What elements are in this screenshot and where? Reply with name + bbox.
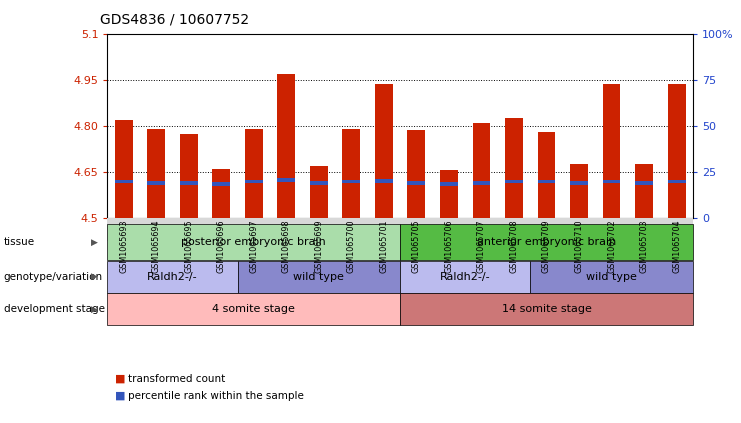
Bar [375, 85, 393, 218]
Text: GSM1065701: GSM1065701 [379, 219, 388, 272]
Text: 4 somite stage: 4 somite stage [213, 304, 295, 314]
Text: 14 somite stage: 14 somite stage [502, 304, 591, 314]
Text: GSM1065697: GSM1065697 [249, 219, 259, 273]
Bar [408, 181, 425, 185]
Text: wild type: wild type [293, 272, 345, 282]
Bar [440, 182, 458, 186]
Text: tissue: tissue [4, 237, 35, 247]
Bar [213, 169, 230, 218]
Bar [115, 120, 133, 218]
Text: GSM1065698: GSM1065698 [282, 219, 290, 272]
Text: ▶: ▶ [90, 305, 98, 313]
Bar [635, 164, 653, 218]
Bar [537, 180, 556, 184]
Bar [668, 85, 685, 218]
Text: Raldh2-/-: Raldh2-/- [440, 272, 491, 282]
Bar [505, 180, 523, 184]
Text: GSM1065694: GSM1065694 [152, 219, 161, 272]
Bar [147, 129, 165, 218]
Text: development stage: development stage [4, 304, 104, 314]
Text: posterior embryonic brain: posterior embryonic brain [182, 237, 326, 247]
Bar [245, 129, 263, 218]
Bar [245, 180, 263, 184]
Bar [602, 85, 620, 218]
Text: GDS4836 / 10607752: GDS4836 / 10607752 [100, 13, 249, 27]
Text: anterior embryonic brain: anterior embryonic brain [477, 237, 616, 247]
Text: GSM1065693: GSM1065693 [119, 219, 128, 272]
Bar [570, 164, 588, 218]
Bar [342, 129, 360, 218]
Text: genotype/variation: genotype/variation [4, 272, 103, 282]
Bar [635, 181, 653, 185]
Text: Raldh2-/-: Raldh2-/- [147, 272, 198, 282]
Bar [473, 181, 491, 185]
Text: ▶: ▶ [90, 272, 98, 281]
Text: ▶: ▶ [90, 238, 98, 247]
Bar [473, 123, 491, 218]
Text: GSM1065704: GSM1065704 [672, 219, 681, 272]
Text: ■: ■ [115, 374, 125, 384]
Bar [180, 181, 198, 185]
Bar [570, 181, 588, 185]
Text: percentile rank within the sample: percentile rank within the sample [128, 390, 304, 401]
Text: GSM1065702: GSM1065702 [607, 219, 616, 273]
Text: GSM1065707: GSM1065707 [477, 219, 486, 273]
Bar [375, 179, 393, 183]
Bar [213, 182, 230, 186]
Bar [310, 181, 328, 185]
Bar [147, 181, 165, 185]
Text: GSM1065705: GSM1065705 [412, 219, 421, 273]
Bar [537, 132, 556, 218]
Bar [180, 134, 198, 218]
Text: ■: ■ [115, 390, 125, 401]
Bar [440, 170, 458, 218]
Bar [668, 180, 685, 184]
Text: GSM1065700: GSM1065700 [347, 219, 356, 272]
Bar [115, 180, 133, 184]
Text: wild type: wild type [586, 272, 637, 282]
Bar [505, 118, 523, 218]
Bar [408, 130, 425, 218]
Text: GSM1065695: GSM1065695 [185, 219, 193, 273]
Text: GSM1065706: GSM1065706 [445, 219, 453, 272]
Text: GSM1065696: GSM1065696 [217, 219, 226, 272]
Bar [310, 166, 328, 218]
Text: GSM1065708: GSM1065708 [510, 219, 519, 272]
Text: GSM1065710: GSM1065710 [574, 219, 583, 272]
Text: GSM1065703: GSM1065703 [639, 219, 648, 272]
Bar [277, 74, 295, 218]
Text: transformed count: transformed count [128, 374, 225, 384]
Bar [342, 180, 360, 184]
Text: GSM1065699: GSM1065699 [314, 219, 323, 273]
Bar [277, 178, 295, 181]
Bar [602, 180, 620, 184]
Text: GSM1065709: GSM1065709 [542, 219, 551, 273]
